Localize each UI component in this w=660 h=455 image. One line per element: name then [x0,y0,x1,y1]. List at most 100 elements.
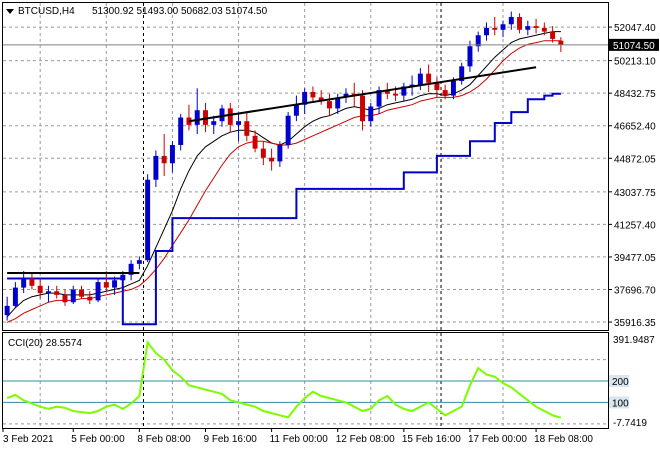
chart-menu-triangle-icon[interactable] [6,9,14,14]
candle-body [103,282,109,288]
cci-level-label: 200 [612,377,629,388]
candle-body [393,93,399,96]
candle-body [541,27,547,32]
candle-body [194,110,200,125]
candle-body [95,282,101,301]
candle-body [12,287,18,306]
price-tick-label: 37696.70 [614,285,656,296]
candle-body [343,93,349,98]
cci-level-badge [609,375,629,387]
time-tick-label: 18 Feb 08:00 [534,434,593,445]
cci-series-line [6,339,562,419]
candle-body [484,27,489,36]
candle-body [467,46,473,67]
price-tick-label: 50213.10 [614,57,656,68]
price-panel [2,2,609,331]
price-tick-label: 44872.05 [614,154,656,165]
time-tick-label: 17 Feb 00:00 [468,434,527,445]
current-price-badge [609,38,659,51]
candle-body [169,144,175,164]
candle-body [376,90,382,107]
candle-body [252,135,258,149]
cci-line [6,339,562,419]
ohlc-label: 51300.92 51493.00 50682.03 51074.50 [92,6,268,17]
candle-body [269,157,275,162]
candle-body [186,117,192,125]
price-tick-label: 41257.40 [614,220,656,231]
cci-level-badge [609,396,629,409]
candle-body [87,296,93,301]
time-tick-label: 3 Feb 2021 [3,434,54,445]
time-tick-label: 5 Feb 00:00 [71,434,125,445]
time-tick-label: 12 Feb 08:00 [336,434,395,445]
time-tick-label: 11 Feb 00:00 [270,434,329,445]
cci-level-lines [3,380,608,403]
price-axis: 52047.40 50213.10 48432.75 46652.40 44872.05… [608,23,659,329]
overlay-line-2 [7,92,561,326]
candle-body [302,91,308,105]
candle-body [558,40,564,45]
candle-body [401,86,407,96]
candle-body [442,90,448,96]
price-tick-label: 35916.35 [614,318,656,329]
candle-body [508,16,514,25]
trendlines [7,66,537,274]
candle-body [417,73,423,85]
candle-body [459,66,465,81]
candle-body [70,289,76,303]
candle-body [260,148,266,158]
candle-body [136,260,142,264]
grid-lines [3,3,608,428]
candle-body [120,274,126,281]
candle-body [153,155,159,180]
symbol-label: BTCUSD,H4 [18,6,75,17]
candle-body [112,280,118,288]
candle-body [434,82,440,91]
candle-body [326,101,332,109]
candle-body [29,278,35,286]
price-tick-label: 48432.75 [614,89,656,100]
candle-body [310,91,316,98]
candle-body [178,117,184,145]
candle-body [475,35,481,47]
candle-body [4,305,10,316]
candle-body [219,108,225,122]
time-axis: 3 Feb 2021 5 Feb 00:00 8 Feb 08:00 9 Feb 16… [2,428,593,445]
cci-axis-bottom-label: -7.7419 [613,418,647,429]
candle-body [145,179,151,261]
candle-body [517,16,523,30]
candle-body [161,155,167,164]
price-tick-label: 43037.75 [614,188,656,199]
trendline [188,66,537,123]
candle-body [450,80,456,96]
candlesticks [4,11,564,321]
candle-body [62,294,68,303]
candle-body [285,115,291,145]
candle-body [236,121,242,125]
candle-body [360,95,365,122]
candle-body [384,90,390,94]
candle-body [37,285,43,294]
candle-body [244,121,250,136]
candle-body [426,73,432,83]
candle-body [368,106,374,122]
candle-body [79,289,84,297]
candle-body [335,97,341,109]
candle-body [227,108,233,125]
time-tick-label: 8 Feb 08:00 [137,434,191,445]
candle-body [128,263,134,275]
candle-body [54,291,60,295]
price-tick-label: 46652.40 [614,122,656,133]
cci-axis: 200 100 391.9487 -7.7419 [609,335,655,429]
time-tick-label: 9 Feb 16:00 [203,434,257,445]
candle-body [500,24,506,30]
candle-body [293,104,299,116]
candle-body [525,26,531,30]
cci-level-label: 100 [612,398,629,409]
cci-label: CCI(20) 28.5574 [8,338,82,349]
cci-axis-top-label: 391.9487 [613,335,655,346]
candle-body [318,97,324,102]
candle-body [45,291,51,294]
candle-body [277,144,283,162]
candle-body [203,110,208,125]
